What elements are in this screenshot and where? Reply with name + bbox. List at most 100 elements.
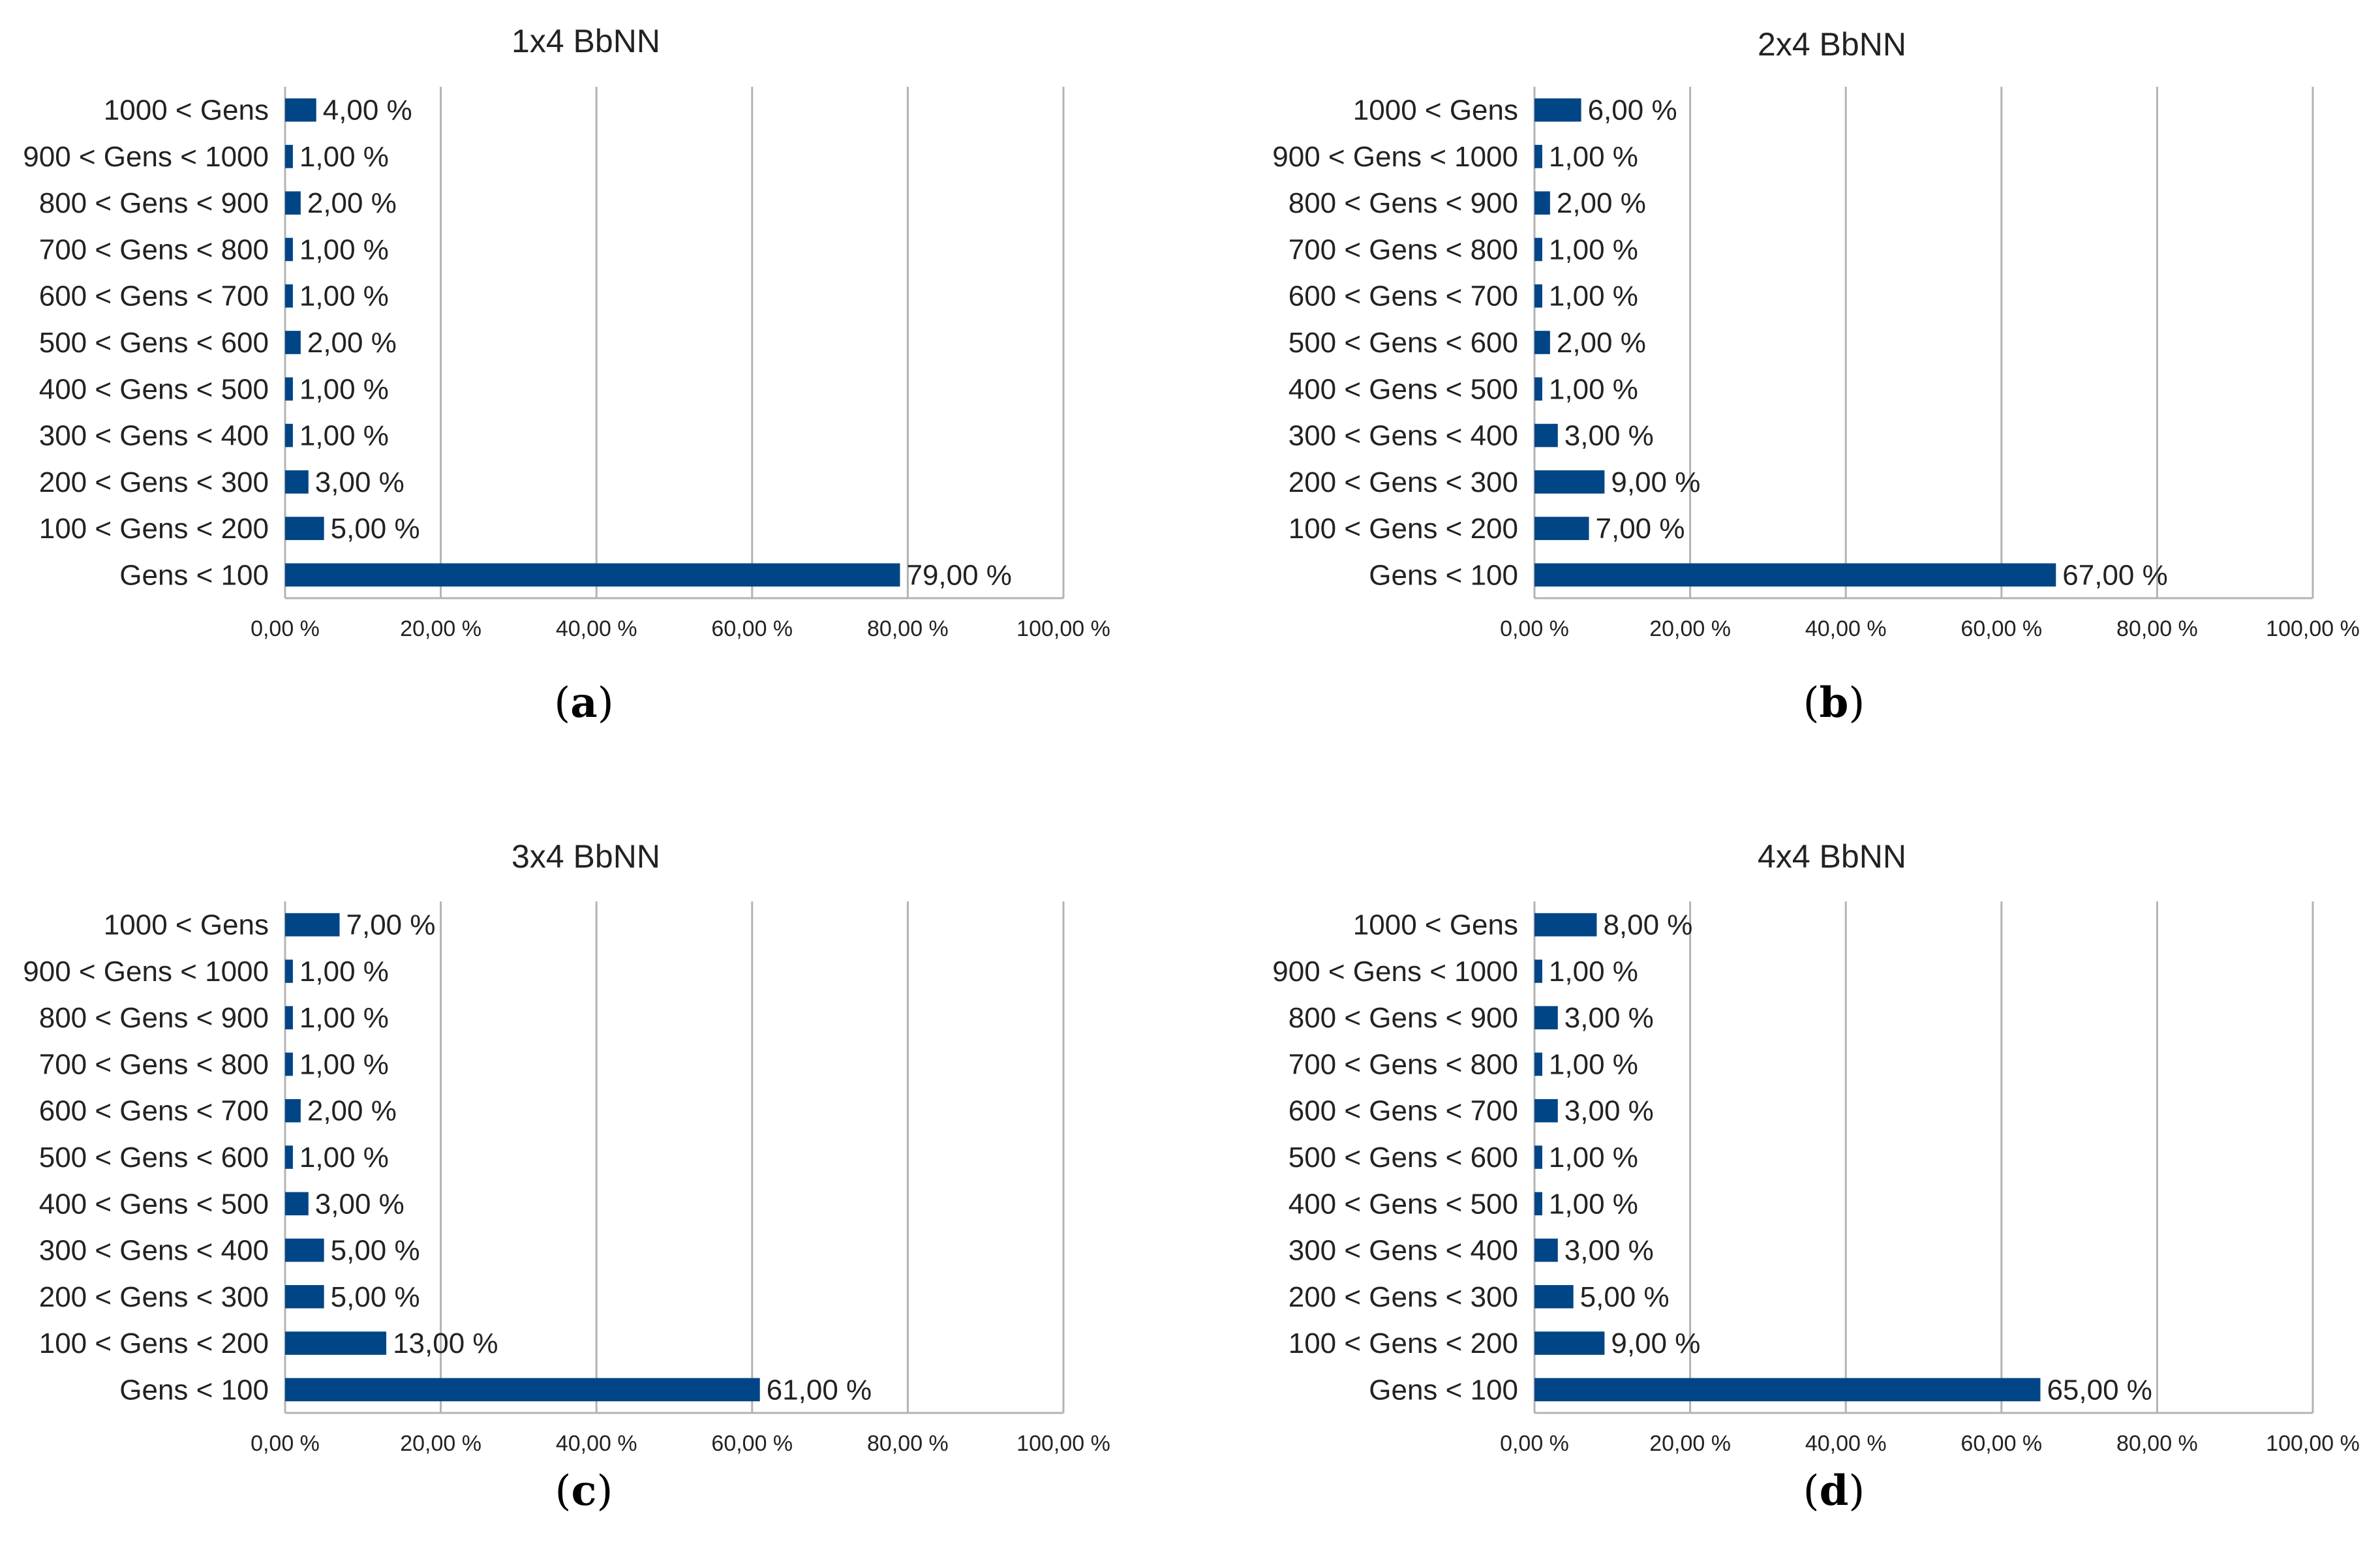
- bar: [285, 1006, 293, 1029]
- category-label: Gens < 100: [1369, 559, 1518, 591]
- x-tick-label: 60,00 %: [1960, 1431, 2042, 1456]
- x-tick-label: 0,00 %: [1500, 616, 1569, 641]
- category-label: 100 < Gens < 200: [39, 1327, 269, 1359]
- category-label: 300 < Gens < 400: [39, 420, 269, 452]
- data-label: 3,00 %: [1564, 1235, 1654, 1267]
- data-label: 1,00 %: [1549, 141, 1638, 173]
- data-label: 2,00 %: [307, 187, 397, 219]
- data-label: 61,00 %: [767, 1374, 872, 1406]
- data-label: 1,00 %: [299, 141, 389, 173]
- bar: [1534, 237, 1542, 262]
- x-tick-label: 60,00 %: [1960, 616, 2042, 641]
- caption-a: (a): [554, 678, 614, 727]
- bar: [285, 1285, 324, 1309]
- data-label: 1,00 %: [299, 1002, 389, 1034]
- bar: [285, 1099, 301, 1123]
- bar: [285, 1192, 309, 1216]
- bar: [1534, 1006, 1558, 1029]
- category-label: 400 < Gens < 500: [1289, 1188, 1518, 1220]
- x-tick-label: 60,00 %: [711, 616, 793, 641]
- data-label: 5,00 %: [331, 513, 420, 545]
- category-label: 800 < Gens < 900: [39, 1002, 269, 1034]
- data-label: 2,00 %: [307, 327, 397, 359]
- category-label: 400 < Gens < 500: [39, 1188, 269, 1220]
- category-label: 300 < Gens < 400: [39, 1235, 269, 1267]
- x-tick-label: 40,00 %: [1805, 1431, 1887, 1456]
- x-tick-label: 80,00 %: [867, 616, 949, 641]
- bar: [1534, 377, 1542, 401]
- category-label: 300 < Gens < 400: [1289, 420, 1518, 452]
- x-tick-label: 100,00 %: [2266, 616, 2360, 641]
- data-label: 1,00 %: [299, 956, 389, 988]
- chart-a: 1x4 BbNN 0,00 % 20,00 % 40,00 % 60,00 % 80,00…: [23, 23, 1110, 641]
- caption-label-d: d: [1819, 1466, 1849, 1515]
- category-label: 300 < Gens < 400: [1289, 1235, 1518, 1267]
- bar: [285, 331, 301, 354]
- x-tick-label: 20,00 %: [400, 616, 481, 641]
- bar: [1534, 331, 1550, 354]
- chart-title: 3x4 BbNN: [511, 838, 660, 875]
- data-label: 3,00 %: [1564, 1002, 1654, 1034]
- bar: [1534, 145, 1542, 168]
- data-label: 1,00 %: [299, 373, 389, 405]
- data-label: 79,00 %: [906, 559, 1011, 591]
- data-label: 1,00 %: [299, 234, 389, 265]
- data-label: 65,00 %: [2047, 1374, 2152, 1406]
- x-tick-label: 20,00 %: [1649, 616, 1731, 641]
- chart-panel-c: 3x4 BbNN 0,00 % 20,00 % 40,00 % 60,00 % 80,00…: [0, 780, 1190, 1560]
- chart-panel-d: 4x4 BbNN 0,00 % 20,00 % 40,00 % 60,00 % 80,00…: [1190, 780, 2380, 1560]
- category-label: 100 < Gens < 200: [39, 513, 269, 545]
- data-label: 1,00 %: [1549, 1048, 1638, 1080]
- chart-b: 2x4 BbNN 0,00 % 20,00 % 40,00 % 60,00 % 80,00…: [1272, 26, 2360, 641]
- bar: [1534, 1331, 1605, 1355]
- category-label: 200 < Gens < 300: [1289, 466, 1518, 498]
- category-label: 600 < Gens < 700: [1289, 280, 1518, 312]
- category-label: Gens < 100: [119, 559, 269, 591]
- bar: [285, 1145, 293, 1169]
- category-label: Gens < 100: [119, 1374, 269, 1406]
- bar: [1534, 1145, 1542, 1169]
- x-tick-label: 0,00 %: [251, 616, 320, 641]
- category-label: 500 < Gens < 600: [39, 1142, 269, 1174]
- category-label: Gens < 100: [1369, 1374, 1518, 1406]
- category-label: 500 < Gens < 600: [1289, 1142, 1518, 1174]
- data-label: 2,00 %: [307, 1095, 397, 1127]
- data-label: 1,00 %: [1549, 373, 1638, 405]
- data-label: 5,00 %: [1580, 1281, 1670, 1313]
- data-label: 2,00 %: [1557, 187, 1646, 219]
- chart-panel-a: 1x4 BbNN 0,00 % 20,00 % 40,00 % 60,00 % 80,00…: [0, 0, 1190, 780]
- x-tick-label: 40,00 %: [556, 1431, 637, 1456]
- bar: [285, 470, 309, 494]
- category-label: 400 < Gens < 500: [1289, 373, 1518, 405]
- data-label: 3,00 %: [315, 466, 404, 498]
- bar: [285, 1052, 293, 1076]
- bar: [1534, 470, 1605, 494]
- category-label: 900 < Gens < 1000: [23, 141, 269, 173]
- data-label: 13,00 %: [393, 1327, 498, 1359]
- bar: [285, 423, 293, 447]
- x-tick-label: 60,00 %: [711, 1431, 793, 1456]
- bar: [285, 960, 293, 983]
- bar: [285, 191, 301, 215]
- chart-title: 4x4 BbNN: [1758, 838, 1906, 875]
- bar: [285, 1378, 760, 1402]
- caption-c: (c): [555, 1466, 613, 1515]
- category-label: 700 < Gens < 800: [1289, 234, 1518, 265]
- category-label: 1000 < Gens: [1353, 95, 1518, 127]
- category-label: 200 < Gens < 300: [39, 1281, 269, 1313]
- category-label: 700 < Gens < 800: [1289, 1048, 1518, 1080]
- category-label: 400 < Gens < 500: [39, 373, 269, 405]
- data-label: 67,00 %: [2062, 559, 2167, 591]
- x-tick-label: 100,00 %: [2266, 1431, 2360, 1456]
- caption-label-a: a: [570, 678, 598, 727]
- bar: [1534, 563, 2056, 587]
- x-tick-label: 40,00 %: [1805, 616, 1887, 641]
- bar: [285, 237, 293, 262]
- data-label: 9,00 %: [1611, 1327, 1700, 1359]
- category-label: 500 < Gens < 600: [1289, 327, 1518, 359]
- category-label: 800 < Gens < 900: [39, 187, 269, 219]
- bar: [285, 1331, 387, 1355]
- bar: [285, 913, 340, 937]
- x-tick-label: 80,00 %: [867, 1431, 949, 1456]
- data-label: 1,00 %: [299, 1142, 389, 1174]
